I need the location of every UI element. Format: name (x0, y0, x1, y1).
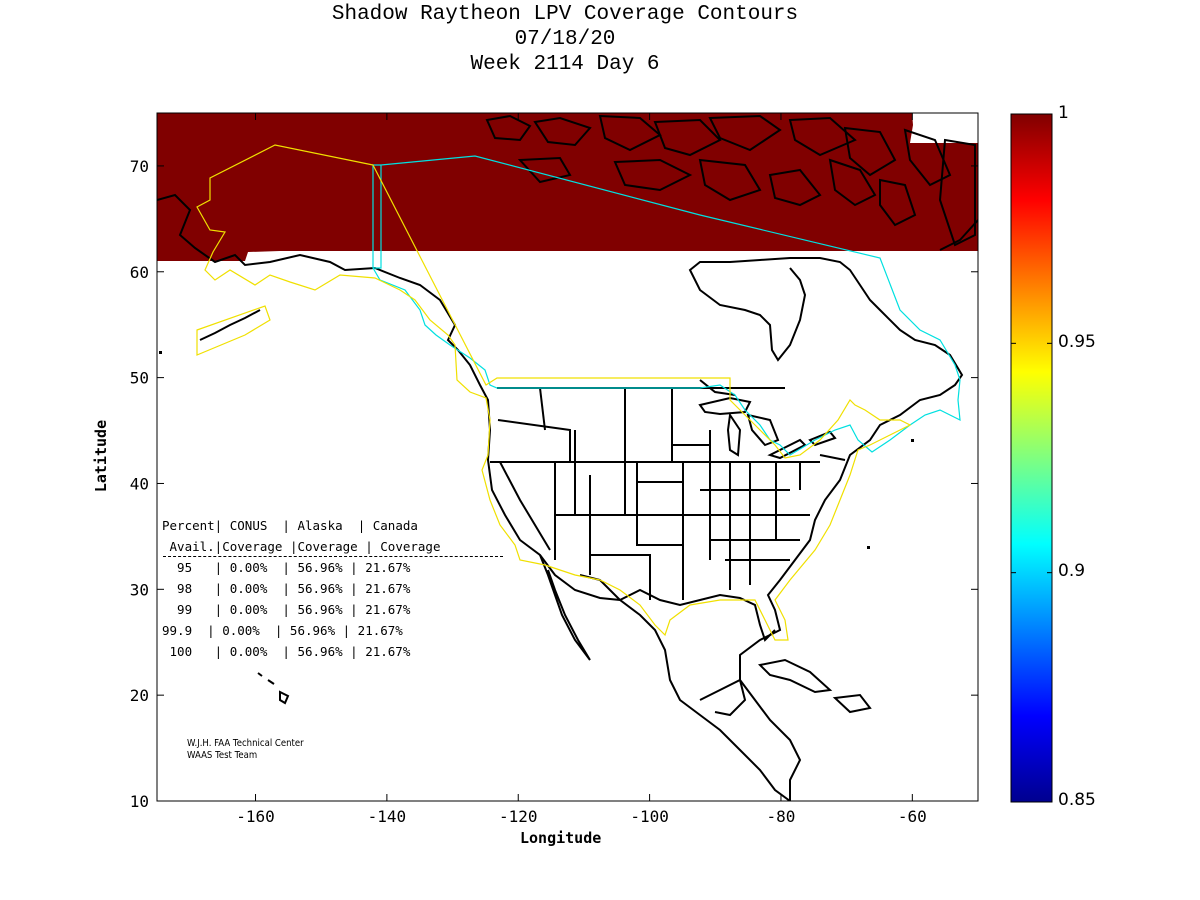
y-tick-label: 70 (130, 157, 149, 176)
y-tick-label: 30 (130, 580, 149, 599)
gulf-coast (619, 588, 776, 642)
coverage-table-header-1: Percent| CONUS | Alaska | Canada (162, 518, 418, 533)
y-axis: 10 20 30 40 50 60 70 (130, 157, 978, 811)
y-tick-label: 60 (130, 263, 149, 282)
x-axis-title: Longitude (520, 829, 602, 847)
plot-frame (156, 112, 979, 802)
east-coast (688, 257, 964, 801)
y-axis-title: Latitude (92, 419, 111, 493)
hawaii (257, 672, 290, 705)
greenland-coast (939, 219, 978, 251)
chart-week-day: Week 2114 Day 6 (470, 53, 660, 76)
colorbar-label-09: 0.9 (1058, 561, 1086, 581)
colorbar-label-max: 1 (1058, 103, 1069, 123)
hispaniola (832, 693, 872, 714)
bermuda (867, 546, 870, 549)
y-tick-label: 10 (130, 792, 149, 811)
colorbar-label-095: 0.95 (1058, 332, 1096, 352)
x-tick-label: -140 (368, 807, 407, 826)
y-tick-label: 50 (130, 369, 149, 388)
x-tick-label: -120 (499, 807, 538, 826)
full-availability-region (157, 113, 978, 261)
colorbar (1010, 113, 1053, 803)
x-axis: -160 -140 -120 -100 -80 -60 (236, 113, 927, 826)
canada-coverage-boundary (372, 155, 961, 456)
y-tick-label: 20 (130, 686, 149, 705)
x-tick-label: -80 (767, 807, 796, 826)
credits: W.J.H. FAA Technical Center WAAS Test Te… (187, 738, 304, 761)
aleutian-islands (199, 309, 261, 341)
baja-california (539, 554, 591, 661)
coverage-table-row: 99.9 | 0.00% | 56.96% | 21.67% (162, 623, 403, 638)
coverage-table-row: 98 | 0.00% | 56.96% | 21.67% (162, 581, 411, 596)
chart-date: 07/18/20 (514, 28, 616, 51)
conus-alaska-coverage-boundary (196, 144, 912, 641)
table-divider (163, 556, 503, 557)
coverage-table-row: 95 | 0.00% | 56.96% | 21.67% (162, 560, 411, 575)
cuba (757, 658, 833, 694)
colorbar-label-min: 0.85 (1058, 790, 1096, 810)
coverage-table-row: 99 | 0.00% | 56.96% | 21.67% (162, 602, 411, 617)
arctic-islands (485, 114, 976, 247)
y-tick-label: 40 (130, 474, 149, 493)
yucatan (699, 678, 747, 717)
coverage-table-row: 100 | 0.00% | 56.96% | 21.67% (162, 644, 411, 659)
chart-title: Shadow Raytheon LPV Coverage Contours (331, 3, 799, 26)
colorbar-ticks (1011, 113, 1052, 803)
coverage-table-header-2: Avail.|Coverage |Coverage | Coverage (162, 539, 441, 554)
x-tick-label: -60 (898, 807, 927, 826)
x-tick-label: -160 (236, 807, 275, 826)
north-america-coast (157, 193, 791, 801)
great-lakes (698, 396, 837, 460)
no-coverage-notch (910, 113, 978, 143)
x-tick-label: -100 (630, 807, 669, 826)
